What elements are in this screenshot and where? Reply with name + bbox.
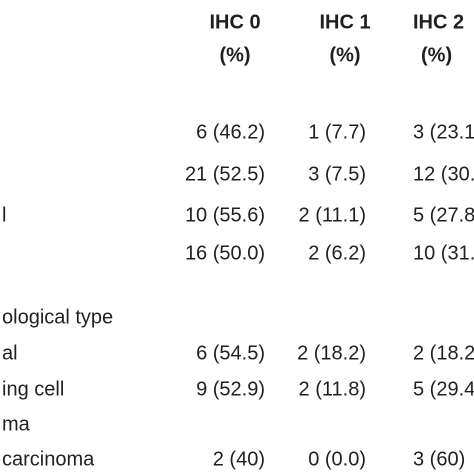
- cell: 3 (7.5): [308, 163, 366, 185]
- cell: 2 (18.2: [413, 342, 474, 364]
- cell: 12 (30.0: [413, 163, 474, 185]
- cell: 2 (11.8): [299, 378, 366, 400]
- column-unit: (%): [219, 44, 250, 66]
- row-label: ma: [2, 413, 31, 435]
- row-label: l: [2, 204, 6, 226]
- column-title: IHC 2: [413, 11, 464, 33]
- column-title: IHC 1: [319, 11, 370, 33]
- cell: 16 (50.0): [185, 242, 265, 264]
- cell: 0 (0.0): [308, 448, 366, 470]
- cell: 3 (23.1: [413, 121, 474, 143]
- cell: 10 (55.6): [185, 204, 265, 226]
- cell: 2 (6.2): [308, 242, 366, 264]
- column-unit: (%): [421, 44, 452, 66]
- cell: 2 (11.1): [299, 204, 366, 226]
- cell: 9 (52.9): [196, 378, 265, 400]
- cell: 6 (54.5): [196, 342, 265, 364]
- cell: 3 (60): [413, 448, 465, 470]
- cell: 10 (31.2: [413, 242, 474, 264]
- cell: 2 (18.2): [297, 342, 366, 364]
- row-label: ing cell: [2, 378, 64, 400]
- cell: 1 (7.7): [308, 121, 366, 143]
- column-unit: (%): [329, 44, 360, 66]
- cell: 21 (52.5): [185, 163, 265, 185]
- cell: 2 (40): [213, 448, 265, 470]
- cell: 5 (29.4: [413, 378, 474, 400]
- cell: 5 (27.8: [413, 204, 474, 226]
- column-title: IHC 0: [209, 11, 260, 33]
- row-label: al: [2, 342, 18, 364]
- row-label: carcinoma: [2, 448, 95, 470]
- row-label: ological type: [2, 306, 113, 328]
- cell: 6 (46.2): [196, 121, 265, 143]
